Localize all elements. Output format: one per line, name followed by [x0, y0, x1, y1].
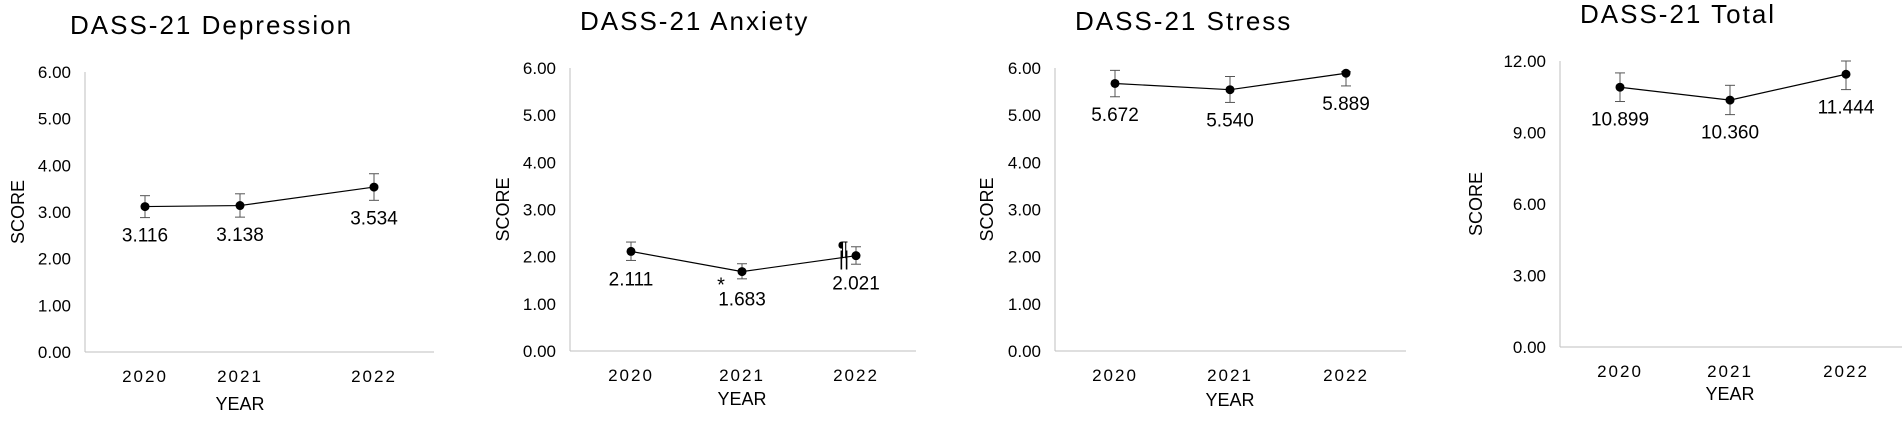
y-tick-label: 0.00 — [38, 343, 71, 362]
data-point — [1725, 95, 1735, 105]
y-tick-label: 1.00 — [523, 295, 556, 314]
data-label: 11.444 — [1818, 98, 1875, 119]
y-tick-label: 2.00 — [1008, 248, 1041, 267]
y-tick-label: 5.00 — [1008, 106, 1041, 125]
y-tick-label: 0.00 — [1008, 342, 1041, 361]
x-tick-label: 2022 — [833, 366, 879, 385]
data-point — [140, 202, 150, 212]
data-point — [851, 251, 861, 261]
y-tick-label: 4.00 — [38, 156, 71, 175]
data-point — [1341, 68, 1351, 78]
x-axis-title: YEAR — [717, 389, 766, 409]
y-tick-label: 5.00 — [523, 106, 556, 125]
y-tick-label: 3.00 — [38, 203, 71, 222]
y-tick-label: 4.00 — [523, 153, 556, 172]
chart-title: DASS-21 Total — [1580, 0, 1776, 29]
chart-dass-21-total: DASS-21 Total 0.00 3.00 6.00 9.00 12.00 2020 20… — [1466, 0, 1902, 404]
series-line — [144, 186, 375, 208]
data-label: 3.534 — [350, 208, 398, 229]
chart-title: DASS-21 Anxiety — [580, 6, 809, 36]
y-tick-label: 0.00 — [1513, 338, 1546, 357]
y-tick-label: 6.00 — [1513, 195, 1546, 214]
x-tick-label: 2022 — [1823, 362, 1869, 381]
y-tick-label: 0.00 — [523, 342, 556, 361]
y-axis-title: SCORE — [8, 180, 28, 244]
y-tick-label: 12.00 — [1503, 52, 1546, 71]
significance-marker: * — [717, 275, 725, 297]
data-label: 10.899 — [1591, 110, 1649, 131]
chart-title: DASS-21 Depression — [70, 10, 353, 40]
x-tick-label: 2020 — [608, 366, 654, 385]
x-tick-label: 2020 — [1092, 366, 1138, 385]
y-tick-label: 3.00 — [1513, 267, 1546, 286]
data-label: 3.116 — [122, 226, 168, 247]
data-label: 1.683 — [718, 290, 766, 311]
chart-dass-21-depression: DASS-21 Depression 0.00 1.00 2.00 3.00 4.00 5.… — [8, 10, 434, 414]
data-label: 5.672 — [1091, 105, 1139, 126]
chart-dass-21-stress: DASS-21 Stress 0.00 1.00 2.00 3.00 4.00 5.00 6.… — [977, 6, 1406, 410]
data-point — [1110, 78, 1120, 88]
x-tick-label: 2020 — [1597, 362, 1643, 381]
x-tick-label: 2021 — [217, 367, 263, 386]
data-label: 5.540 — [1206, 110, 1254, 131]
x-axis-title: YEAR — [1705, 384, 1754, 404]
data-point — [369, 182, 379, 192]
y-tick-label: 6.00 — [38, 63, 71, 82]
y-tick-label: 3.00 — [523, 201, 556, 220]
y-tick-label: 1.00 — [38, 296, 71, 315]
x-axis-title: YEAR — [1205, 390, 1254, 410]
x-tick-label: 2022 — [351, 367, 397, 386]
data-label: 3.138 — [216, 225, 264, 246]
significance-marker: ¶ — [838, 239, 849, 261]
y-tick-label: 1.00 — [1008, 295, 1041, 314]
series-line — [1619, 73, 1847, 101]
significance-marker: || — [839, 249, 849, 271]
y-axis-title: SCORE — [977, 177, 997, 241]
data-label: 5.889 — [1322, 94, 1370, 115]
x-tick-label: 2021 — [1207, 366, 1253, 385]
data-point — [737, 267, 747, 277]
y-axis-title: SCORE — [1466, 172, 1486, 236]
y-tick-label: 2.00 — [523, 248, 556, 267]
data-point — [1841, 69, 1851, 79]
x-tick-label: 2021 — [1707, 362, 1753, 381]
data-label: 2.111 — [609, 269, 654, 290]
y-tick-label: 2.00 — [38, 250, 71, 269]
x-tick-label: 2022 — [1323, 366, 1369, 385]
data-point — [1225, 85, 1235, 95]
data-point — [1615, 82, 1625, 92]
chart-title: DASS-21 Stress — [1075, 6, 1292, 36]
y-tick-label: 6.00 — [1008, 59, 1041, 78]
data-label: 2.021 — [832, 274, 880, 295]
y-tick-label: 6.00 — [523, 59, 556, 78]
x-tick-label: 2020 — [122, 367, 168, 386]
y-axis-title: SCORE — [493, 177, 513, 241]
data-point — [235, 201, 245, 211]
data-point — [626, 246, 636, 256]
y-tick-label: 5.00 — [38, 110, 71, 129]
chart-dass-21-anxiety: DASS-21 Anxiety 0.00 1.00 2.00 3.00 4.00 5.00 6… — [493, 6, 916, 409]
y-tick-label: 4.00 — [1008, 153, 1041, 172]
x-axis-title: YEAR — [215, 394, 264, 414]
y-tick-label: 9.00 — [1513, 124, 1546, 143]
y-tick-label: 3.00 — [1008, 201, 1041, 220]
x-tick-label: 2021 — [719, 366, 765, 385]
data-label: 10.360 — [1701, 123, 1759, 144]
